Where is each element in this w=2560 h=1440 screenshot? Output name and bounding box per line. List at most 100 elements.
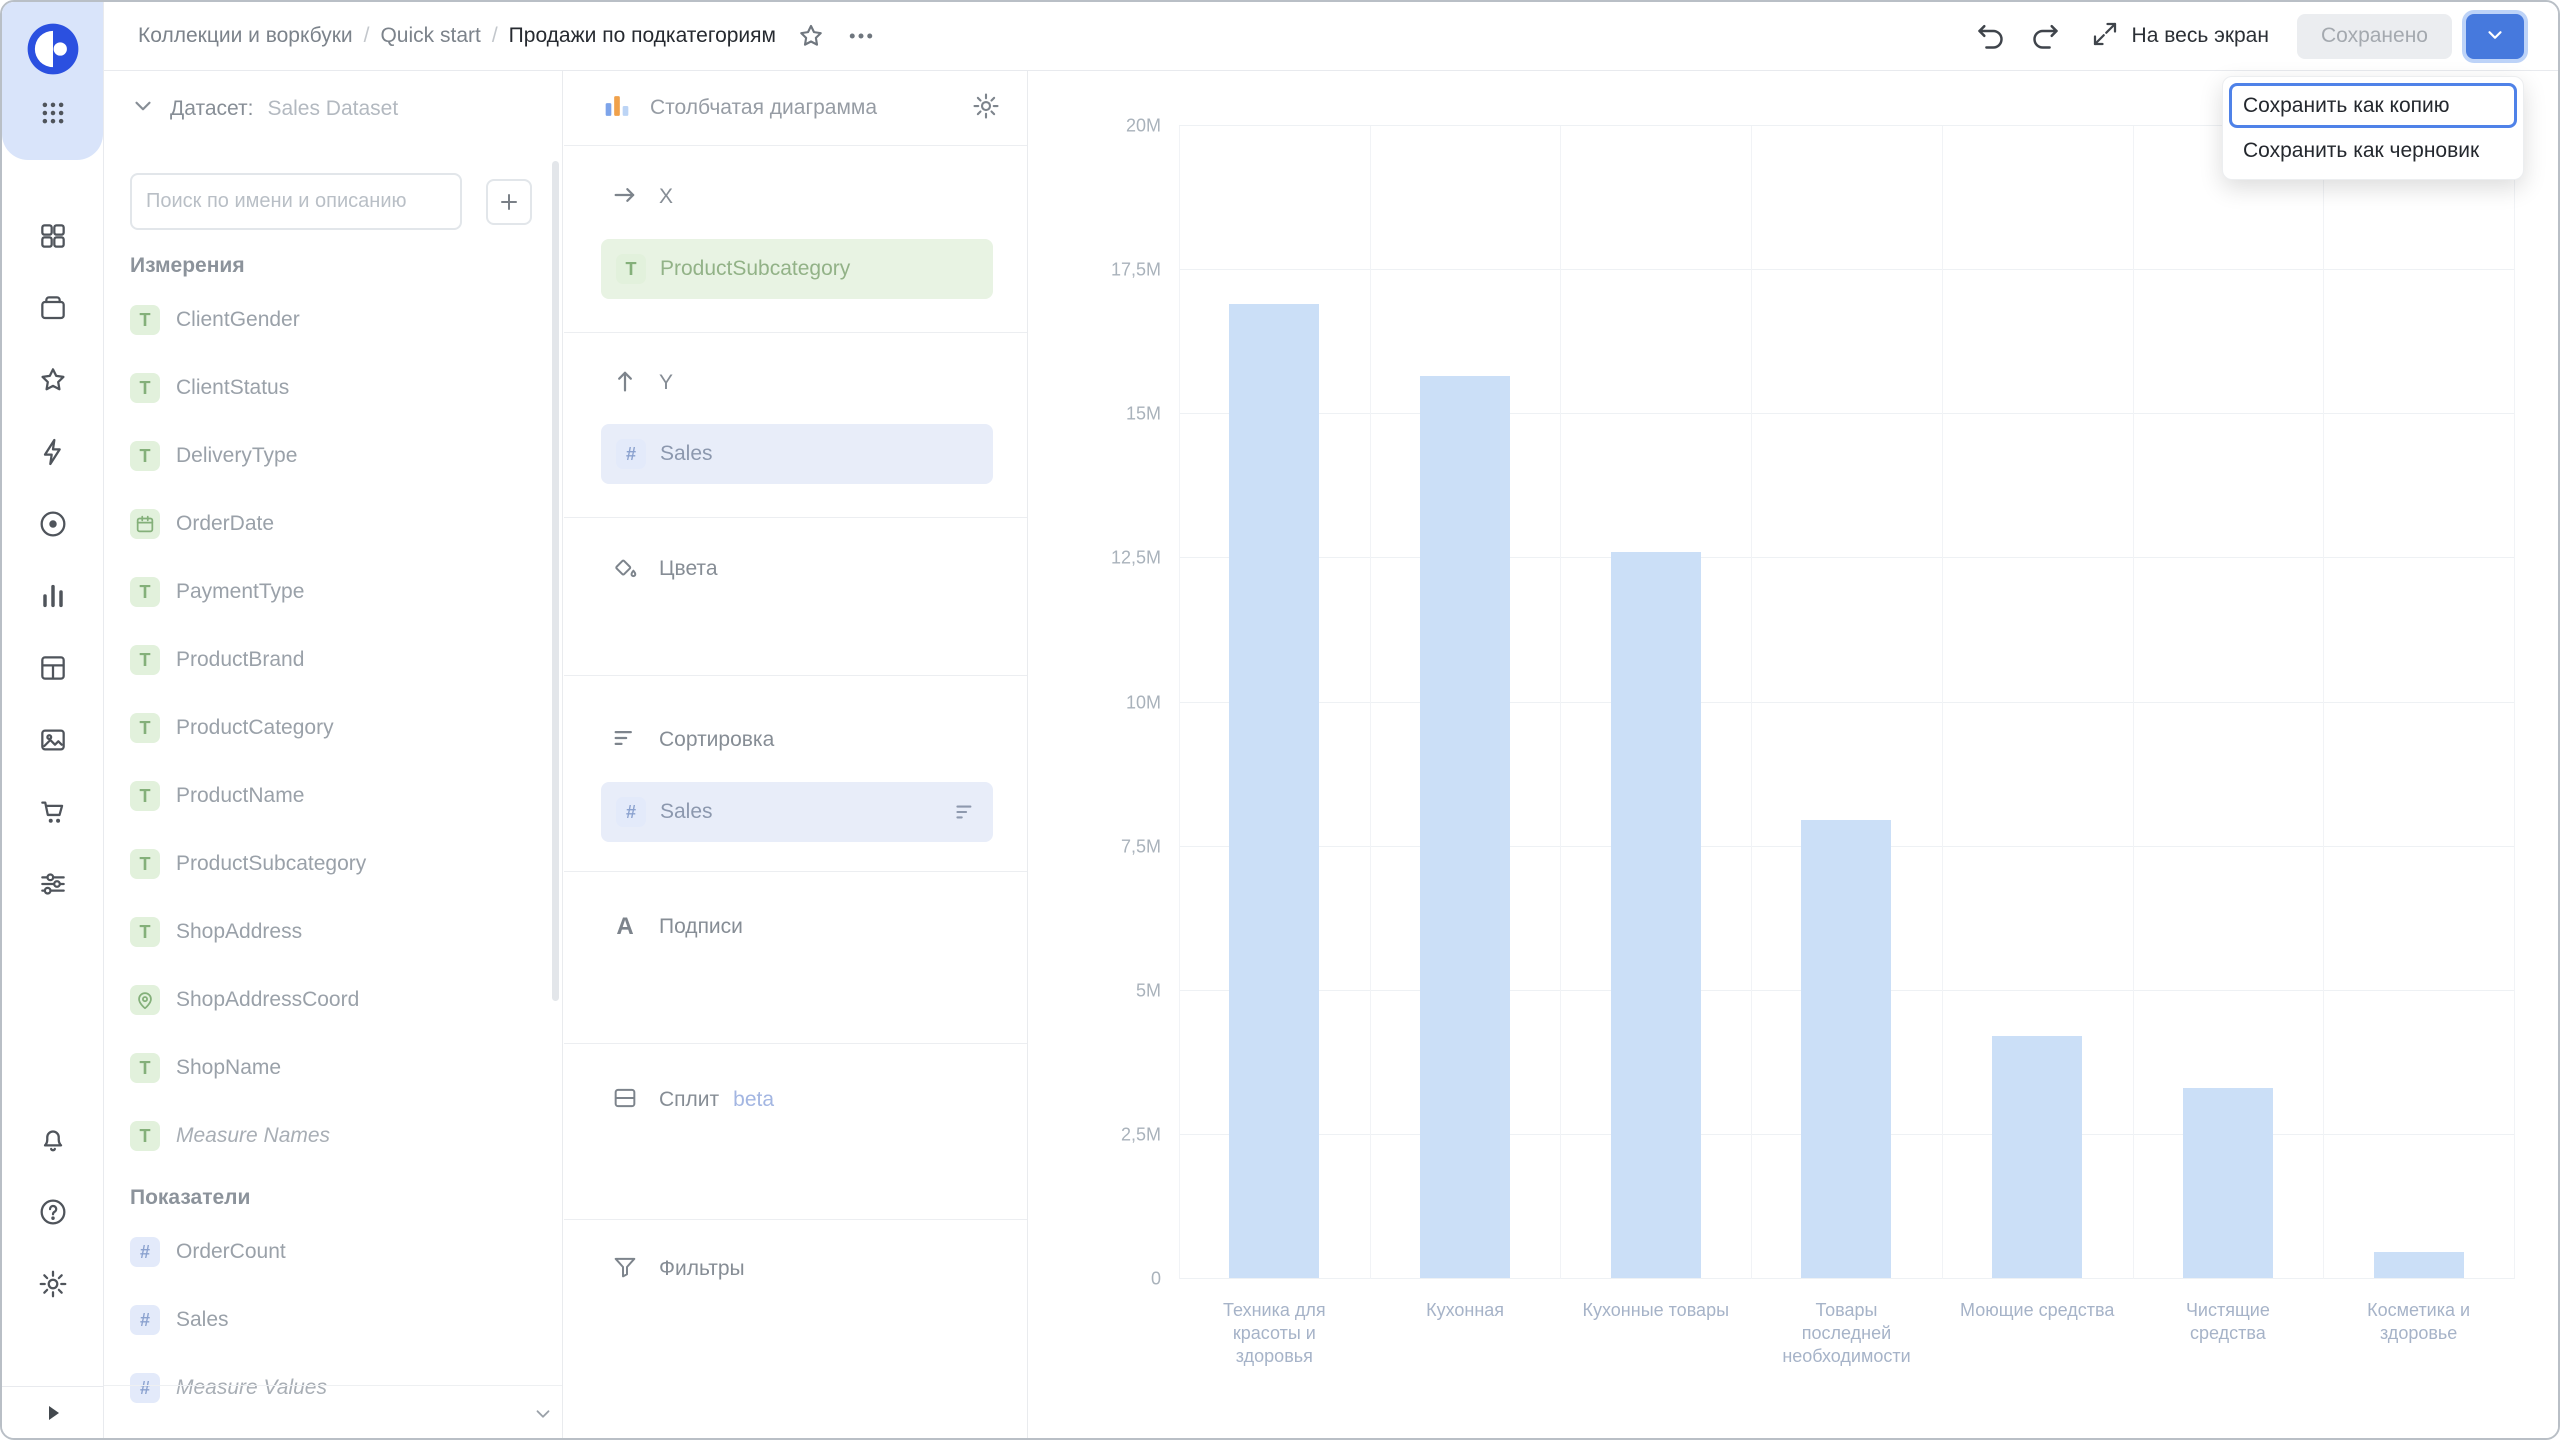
sort-field-chip[interactable]: # Sales <box>601 782 993 842</box>
services-sliders-icon[interactable] <box>36 867 70 901</box>
field-name: Measure Names <box>176 1124 331 1147</box>
dashboards-icon[interactable] <box>36 219 70 253</box>
gridline-horizontal <box>1179 701 2514 703</box>
gridline-vertical <box>2323 126 2325 1279</box>
dataset-field-row[interactable]: # Sales <box>104 1286 562 1354</box>
favorites-star-icon[interactable] <box>36 363 70 397</box>
marketplace-cart-icon[interactable] <box>36 795 70 829</box>
dataset-field-row[interactable]: OrderDate <box>104 490 562 558</box>
chart-slot <box>2133 126 2324 1279</box>
chart-type-label[interactable]: Столбчатая диаграмма <box>650 96 878 119</box>
chart-settings-gear-icon[interactable] <box>971 91 1001 126</box>
y-axis-tick-label: 20M <box>1125 115 1161 136</box>
menu-item-save-as-draft[interactable]: Сохранить как черновик <box>2243 138 2480 162</box>
chart-settings-panel: Столбчатая диаграмма X T ProductSubcateg… <box>564 71 1028 1438</box>
field-name: ShopAddress <box>176 920 303 943</box>
dataset-field-row[interactable]: T ProductCategory <box>104 694 562 762</box>
quick-actions-lightning-icon[interactable] <box>36 435 70 469</box>
dataset-search-row <box>104 146 562 230</box>
menu-item-save-as-copy[interactable]: Сохранить как копию <box>2229 83 2517 128</box>
chart-bar[interactable] <box>2182 1087 2273 1278</box>
charts-icon[interactable] <box>36 579 70 613</box>
favorite-star-icon[interactable] <box>796 21 826 51</box>
dataset-field-row[interactable]: T ClientGender <box>104 286 562 354</box>
filters-section-label: Фильтры <box>659 1257 745 1280</box>
help-icon[interactable] <box>36 1195 70 1229</box>
save-menu-button[interactable] <box>2466 13 2524 59</box>
undo-icon[interactable] <box>1974 20 2007 53</box>
run-play-icon[interactable] <box>36 1396 70 1430</box>
notifications-bell-icon[interactable] <box>36 1123 70 1157</box>
saved-button[interactable]: Сохранено <box>2296 13 2452 59</box>
chart-type-header: Столбчатая диаграмма <box>564 71 1027 146</box>
panel-scrollbar[interactable] <box>552 161 559 1001</box>
chart-slot <box>1751 126 1942 1279</box>
collections-icon[interactable] <box>36 291 70 325</box>
fullscreen-control[interactable]: На весь экран <box>2090 19 2269 54</box>
chart-bar[interactable] <box>2373 1252 2464 1278</box>
dataset-field-row[interactable]: T ProductSubcategory <box>104 830 562 898</box>
field-search-input[interactable] <box>130 173 462 230</box>
section-colors: Цвета <box>564 554 1027 584</box>
dataset-field-row[interactable]: T Measure Names <box>104 1102 562 1170</box>
chart-bar[interactable] <box>1610 551 1701 1278</box>
type-string-icon: T <box>130 849 160 879</box>
y-field-name: Sales <box>660 442 713 465</box>
section-divider <box>564 675 1027 676</box>
breadcrumb-collections[interactable]: Коллекции и воркбуки <box>138 24 353 47</box>
sort-direction-icon[interactable] <box>952 799 978 825</box>
gridline-vertical <box>1560 126 1562 1279</box>
gridline-vertical <box>1941 126 1943 1279</box>
dataset-panel: Датасет: Sales Dataset Измерения T Client… <box>104 71 563 1438</box>
dataset-label: Датасет: <box>170 96 254 120</box>
gridline-vertical <box>2132 126 2134 1279</box>
column-chart-type-icon[interactable] <box>600 89 634 128</box>
section-split: Сплит beta <box>564 1085 1027 1115</box>
field-name: OrderDate <box>176 512 275 535</box>
media-folder-icon[interactable] <box>36 723 70 757</box>
disk-icon[interactable] <box>36 507 70 541</box>
type-string-icon: T <box>130 577 160 607</box>
add-field-button[interactable] <box>486 178 532 225</box>
dataset-field-row[interactable]: T ShopName <box>104 1034 562 1102</box>
gridline-vertical <box>1751 126 1753 1279</box>
sort-section-label: Сортировка <box>659 728 775 751</box>
text-a-icon: A <box>616 913 634 940</box>
dataset-field-row[interactable]: T PaymentType <box>104 558 562 626</box>
more-actions-icon[interactable] <box>846 21 876 51</box>
dataset-field-row[interactable]: # Measure Values <box>104 1354 562 1422</box>
dataset-field-row[interactable]: ShopAddressCoord <box>104 966 562 1034</box>
settings-gear-icon[interactable] <box>36 1267 70 1301</box>
field-name: ShopAddressCoord <box>176 988 360 1011</box>
chart-bar[interactable] <box>1420 375 1511 1278</box>
measures-list: # OrderCount # Sales # Measure Values <box>104 1218 562 1422</box>
breadcrumb-separator: / <box>363 24 370 47</box>
field-name: Measure Values <box>176 1376 327 1399</box>
chart-bar[interactable] <box>1229 303 1320 1278</box>
apps-grid-icon[interactable] <box>36 96 70 130</box>
chart-bar[interactable] <box>1801 819 1892 1278</box>
sort-field-name: Sales <box>660 800 713 823</box>
type-number-icon: # <box>616 797 646 827</box>
x-field-chip[interactable]: T ProductSubcategory <box>601 239 993 299</box>
tables-icon[interactable] <box>36 651 70 685</box>
dataset-field-row[interactable]: T ProductName <box>104 762 562 830</box>
split-rows-icon <box>611 1084 639 1117</box>
datalens-logo-icon[interactable] <box>22 18 84 80</box>
y-field-chip[interactable]: # Sales <box>601 424 993 484</box>
scroll-down-icon[interactable] <box>532 1403 554 1430</box>
topbar-actions: На весь экран Сохранено <box>1974 13 2524 59</box>
chart-bar[interactable] <box>1992 1035 2083 1278</box>
dataset-panel-header[interactable]: Датасет: Sales Dataset <box>104 71 562 146</box>
breadcrumb-quick-start[interactable]: Quick start <box>380 24 481 47</box>
dataset-field-row[interactable]: T ProductBrand <box>104 626 562 694</box>
dataset-name: Sales Dataset <box>267 96 399 120</box>
dataset-field-row[interactable]: T ShopAddress <box>104 898 562 966</box>
chart-slot <box>1370 126 1561 1279</box>
dataset-field-row[interactable]: T DeliveryType <box>104 422 562 490</box>
dataset-field-row[interactable]: # OrderCount <box>104 1218 562 1286</box>
redo-icon[interactable] <box>2029 20 2062 53</box>
gridline-vertical <box>1179 126 1180 1279</box>
dataset-field-row[interactable]: T ClientStatus <box>104 354 562 422</box>
